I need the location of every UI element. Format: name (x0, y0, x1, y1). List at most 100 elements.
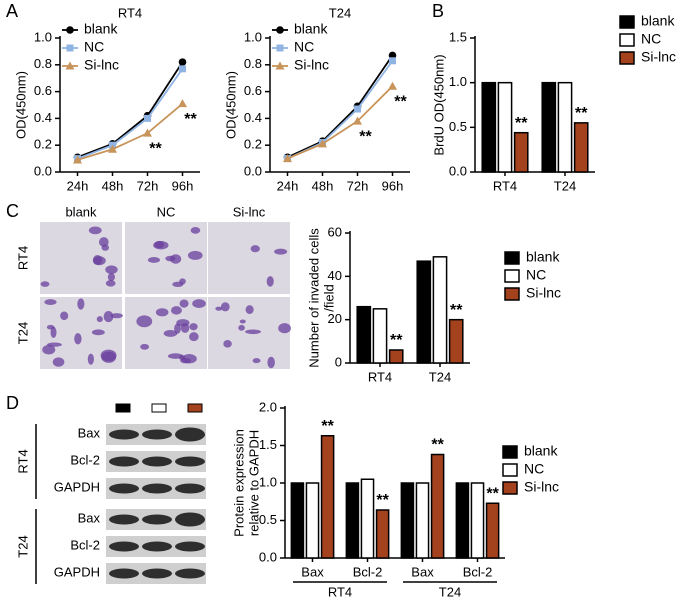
cell (187, 250, 203, 260)
panel-label: B (432, 1, 444, 21)
band (109, 456, 139, 467)
x-tick-label: Bax (411, 564, 434, 579)
x-tick-label: 24h (277, 178, 299, 193)
point (73, 155, 82, 164)
y-tick-label: 0.4 (244, 110, 262, 125)
bar (513, 131, 529, 173)
bar (485, 502, 500, 559)
line (77, 61, 184, 159)
point (389, 57, 396, 65)
y-axis-label: relative to GAPDH (246, 430, 261, 536)
legend-label: blank (84, 21, 118, 37)
legend-label: NC (84, 39, 104, 55)
micrograph (208, 222, 290, 294)
significance: ** (390, 332, 403, 349)
bar (372, 308, 388, 364)
legend-marker (66, 26, 74, 34)
chart-title: T24 (329, 5, 351, 20)
y-tick-label: 1.5 (259, 437, 277, 452)
cell (147, 257, 161, 263)
legend-label: NC (524, 461, 544, 477)
cell (154, 240, 165, 249)
cell (92, 256, 106, 266)
bar (541, 81, 557, 173)
column-label: NC (157, 204, 176, 219)
legend-marker (275, 61, 285, 70)
band (175, 568, 205, 579)
legend-swatch (502, 445, 518, 459)
x-tick-label: T24 (429, 369, 451, 384)
significance: ** (149, 140, 162, 157)
cell (105, 279, 116, 287)
legend-label: blank (526, 249, 560, 265)
cell (238, 324, 245, 331)
band-label: GAPDH (54, 479, 100, 494)
significance: ** (394, 93, 407, 110)
panel-label: C (6, 201, 19, 221)
lane-key (151, 403, 167, 413)
point (353, 116, 362, 125)
y-axis-label: /field (321, 284, 336, 311)
cell (174, 323, 181, 334)
point (354, 105, 361, 113)
band (109, 514, 139, 525)
significance: ** (515, 115, 528, 132)
line (77, 68, 184, 160)
significance: ** (321, 418, 334, 435)
bar (448, 318, 464, 364)
band (175, 512, 205, 527)
cell (172, 281, 184, 287)
legend-label: NC (641, 31, 661, 47)
cell (40, 281, 50, 287)
legend-label: NC (294, 39, 314, 55)
y-tick-label: 1.0 (34, 29, 52, 44)
cell (107, 273, 116, 282)
significance: ** (359, 128, 372, 145)
x-tick-label: 72h (347, 178, 369, 193)
cell (140, 343, 150, 350)
band (142, 514, 172, 525)
band (109, 541, 139, 552)
band (142, 483, 172, 494)
y-tick-label: 0.0 (449, 163, 467, 178)
y-tick-label: 1.0 (244, 29, 262, 44)
significance: ** (575, 105, 588, 122)
x-tick-label: RT4 (493, 178, 517, 193)
legend-marker (276, 44, 284, 52)
group-label: RT4 (15, 449, 30, 473)
y-axis-label: Number of invaded cells (306, 228, 321, 368)
legend-swatch (504, 251, 520, 265)
legend-label: blank (294, 21, 328, 37)
group-label: T24 (15, 535, 30, 557)
band-label: Bcl-2 (70, 452, 100, 467)
cell (60, 311, 69, 321)
cell (74, 333, 82, 345)
legend-label: Si-lnc (641, 49, 676, 65)
cell (98, 237, 109, 247)
row-label: T24 (15, 322, 30, 344)
bar (356, 305, 372, 364)
cell (96, 316, 103, 323)
y-tick-label: 1.0 (449, 74, 467, 89)
legend-label: Si-lnc (526, 285, 561, 301)
y-tick-label: 0.6 (34, 83, 52, 98)
band-label: Bax (78, 425, 101, 440)
panel-label: D (6, 393, 19, 413)
cell (189, 323, 198, 331)
y-tick-label: 0.8 (244, 56, 262, 71)
band (175, 427, 205, 442)
y-axis-label: OD(450nm) (223, 71, 238, 139)
x-tick-label: 24h (67, 178, 89, 193)
cell (178, 355, 186, 361)
cell (46, 342, 62, 347)
group-label: T24 (439, 584, 461, 599)
legend-swatch (502, 463, 518, 477)
y-tick-label: 1.0 (259, 474, 277, 489)
bar (400, 482, 415, 559)
lane-key (115, 403, 131, 413)
bar (416, 260, 432, 364)
x-tick-label: Bax (301, 564, 324, 579)
bar (455, 482, 470, 559)
point (178, 99, 187, 108)
